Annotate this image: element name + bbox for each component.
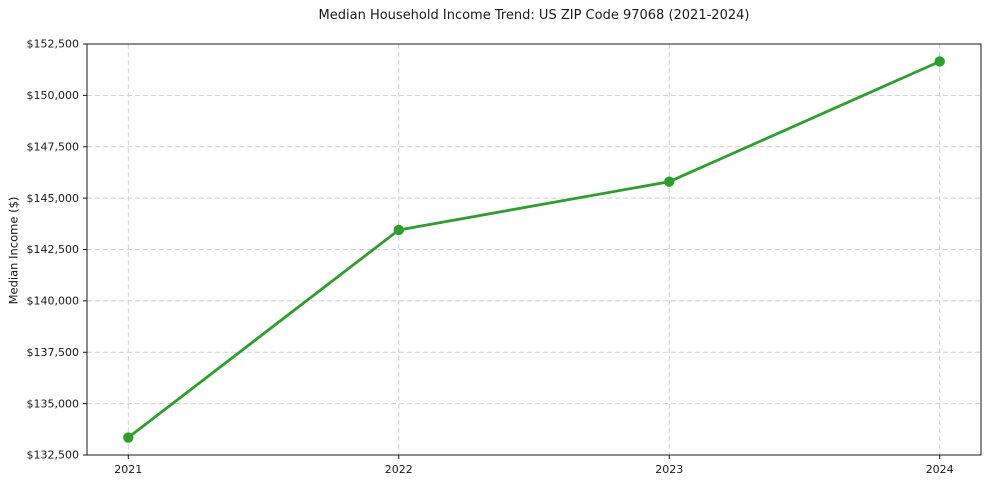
- data-point-2022: [393, 224, 404, 236]
- trend-line: [126, 60, 942, 439]
- y-tick-label: $132,500: [27, 449, 80, 462]
- y-tick-label: $142,500: [27, 243, 80, 256]
- y-tick-label: $137,500: [27, 346, 80, 359]
- chart-title: Median Household Income Trend: US ZIP Co…: [318, 8, 750, 23]
- x-tick-label: 2022: [385, 463, 413, 476]
- x-tick-label: 2024: [926, 463, 954, 476]
- y-tick-label: $147,500: [27, 140, 80, 153]
- x-tick-label: 2021: [114, 463, 142, 476]
- y-tick-label: $140,000: [27, 295, 80, 308]
- y-tick-label: $150,000: [27, 89, 80, 102]
- x-tick-label: 2023: [655, 463, 683, 476]
- y-tick-label: $135,000: [27, 397, 80, 410]
- y-tick-label: $152,500: [27, 38, 80, 51]
- y-tick-label: $145,000: [27, 192, 80, 205]
- data-point-2024: [934, 56, 945, 67]
- data-point-2023: [664, 176, 675, 187]
- plot-border: [86, 43, 982, 456]
- data-point-2021: [123, 432, 134, 443]
